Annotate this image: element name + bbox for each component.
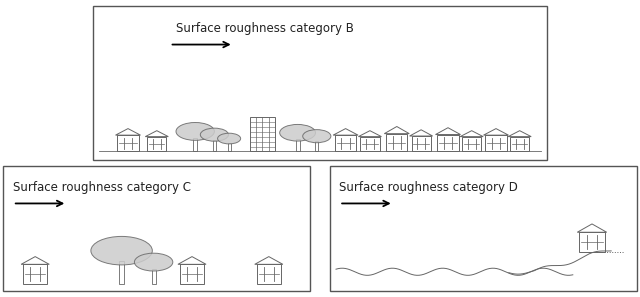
Circle shape bbox=[176, 123, 214, 140]
Circle shape bbox=[134, 253, 173, 271]
Circle shape bbox=[303, 129, 331, 143]
Circle shape bbox=[91, 236, 152, 265]
Text: Surface roughness category B: Surface roughness category B bbox=[176, 22, 354, 35]
Circle shape bbox=[200, 128, 228, 141]
Circle shape bbox=[218, 133, 241, 144]
Text: Surface roughness category C: Surface roughness category C bbox=[13, 181, 191, 194]
Text: Surface roughness category D: Surface roughness category D bbox=[339, 181, 518, 194]
Circle shape bbox=[280, 124, 316, 141]
